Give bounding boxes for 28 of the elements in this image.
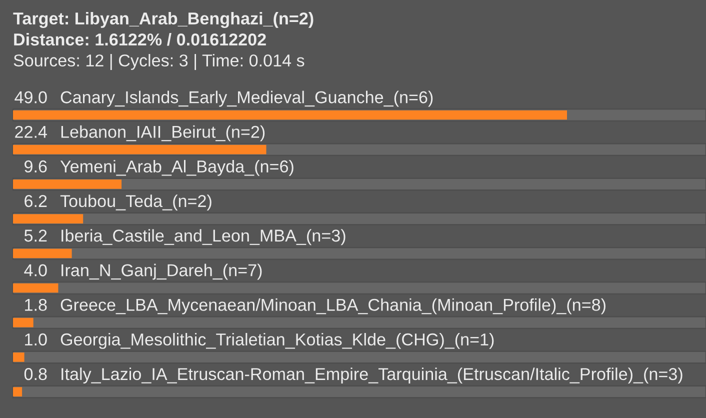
- y-tick-label: Iberia_Castile_and_Leon_MBA_(n=3): [62, 229, 346, 246]
- y-tick-label: Georgia_Mesolithic_Trialetian_Kotias_Klde_(CHG)_(n=1): [60, 332, 494, 349]
- y-tick-label: Lebanon_IAII_Beirut_(n=2): [61, 125, 265, 142]
- bar: [13, 214, 84, 224]
- data-label: 0.8: [24, 368, 47, 380]
- data-label: 4.0: [24, 264, 47, 276]
- source-note: Sources: 12 | Cycles: 3 | Time: 0.014 s: [14, 54, 304, 70]
- y-tick-label: Italy_Lazio_IA_Etruscan-Roman_Empire_Tarquinia_(Etruscan/Italic_Profile)_(n=3): [62, 368, 682, 384]
- y-tick-label: Toubou_Teda_(n=2): [60, 194, 212, 210]
- bar: [13, 318, 34, 328]
- chart-title: Target: Libyan_Arab_Benghazi_(n=2): [13, 12, 314, 28]
- y-tick-label: Yemeni_Arab_Al_Bayda_(n=6): [60, 160, 294, 176]
- chart-subtitle: Distance: 1.6122% / 0.01612202: [14, 33, 266, 46]
- y-tick-label: Greece_LBA_Mycenaean/Minoan_LBA_Chania_(Minoan_Profile)_(n=8): [60, 298, 606, 314]
- data-label: 9.6: [24, 160, 47, 173]
- bar: [13, 248, 72, 258]
- data-label: 49.0: [14, 91, 47, 104]
- data-label: 6.2: [24, 195, 47, 208]
- bar: [13, 180, 122, 189]
- data-label: 22.4: [15, 126, 48, 138]
- data-label: 1.0: [25, 333, 47, 346]
- y-tick-label: Iran_N_Ganj_Dareh_(n=7): [62, 264, 262, 280]
- bar: [13, 387, 22, 396]
- data-label: 5.2: [24, 230, 47, 242]
- bar: [13, 352, 24, 362]
- data-label: 1.8: [25, 298, 47, 311]
- y-tick-label: Canary_Islands_Early_Medieval_Guanche_(n=6): [60, 90, 433, 107]
- bar: [13, 283, 58, 293]
